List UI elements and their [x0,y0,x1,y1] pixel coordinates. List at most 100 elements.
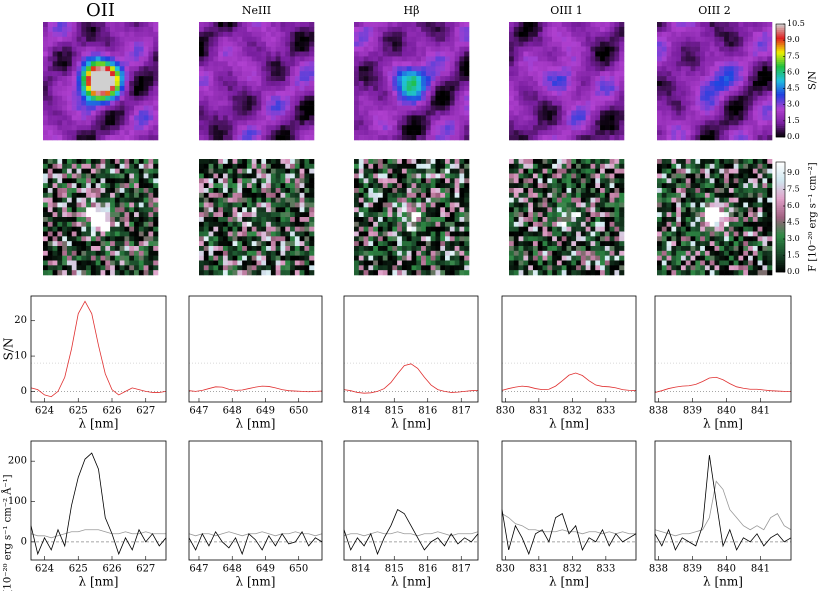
pixel [604,41,610,47]
pixel [690,76,696,82]
pixel [709,81,715,87]
pixel [604,31,610,38]
pixel [270,236,276,242]
pixel [222,22,229,28]
pixel [119,36,125,42]
pixel [571,188,577,194]
pixel [148,36,154,42]
colorbar-step [776,76,785,79]
pixel [513,173,519,179]
pixel [580,130,586,136]
pixel [86,192,92,198]
pixel [600,110,606,116]
pixel [406,115,412,121]
pixel [435,135,441,141]
pixel [90,120,97,126]
colorbar-step [776,95,785,98]
pixel [261,192,267,198]
pixel [464,265,470,271]
pixel [547,217,553,223]
pixel [464,41,470,47]
pixel [275,46,281,52]
pixel [459,66,465,72]
pixel [600,212,606,218]
pixel [290,231,296,237]
pixel [105,270,111,276]
pixel [585,66,591,72]
pixel [261,120,267,126]
pixel [354,192,360,198]
pixel [90,125,97,131]
pixel [397,221,403,227]
pixel [227,105,233,111]
pixel [440,100,446,106]
pixel [213,159,219,165]
pixel [242,41,248,47]
pixel [114,71,120,77]
pixel [738,46,744,52]
pixel [547,76,553,82]
pixel [95,81,101,87]
pixel [576,61,582,67]
pixel [148,66,154,72]
pixel [695,120,701,126]
pixel [537,85,543,92]
pixel [590,36,596,42]
pixel [614,163,620,169]
pixel [280,110,286,116]
pixel [110,46,116,52]
pixel [227,46,233,52]
pixel [95,85,101,92]
pixel [373,26,379,33]
pixel [576,135,582,141]
pixel [368,56,374,62]
pixel [242,217,248,223]
pixel [86,66,92,72]
pixel [208,192,214,198]
pixel [454,61,460,67]
pixel [464,90,470,97]
pixel [309,270,315,276]
pixel [218,105,224,111]
pixel [251,61,257,67]
pixel [213,221,219,227]
pixel [738,130,744,136]
pixel [542,115,548,121]
pixel [43,168,49,174]
pixel [76,71,82,77]
pixel [719,41,725,47]
pixel [90,168,97,174]
pixel [406,173,412,179]
pixel [619,22,625,28]
pixel [576,183,582,189]
pixel [373,159,379,165]
pixel [358,95,364,101]
pixel [528,90,534,97]
pixel [270,183,276,189]
pixel [676,46,682,52]
colorbar-step [776,71,785,74]
pixel [81,188,87,194]
pixel [275,188,281,194]
pixel [401,95,408,101]
pixel [571,125,577,131]
pixel [280,265,286,271]
pixel [148,125,154,131]
pixel [138,120,144,126]
pixel [290,22,296,28]
pixel [208,246,214,252]
pixel [256,26,262,33]
pixel [604,120,610,126]
pixel [95,236,101,242]
pixel [666,100,672,106]
pixel [619,125,625,131]
pixel [266,212,272,218]
pixel [275,85,281,92]
pixel [62,217,68,223]
pixel [609,159,615,165]
pixel [110,130,116,136]
pixel [373,110,379,116]
pixel [382,22,388,28]
pixel [275,202,281,208]
pixel [518,56,524,62]
